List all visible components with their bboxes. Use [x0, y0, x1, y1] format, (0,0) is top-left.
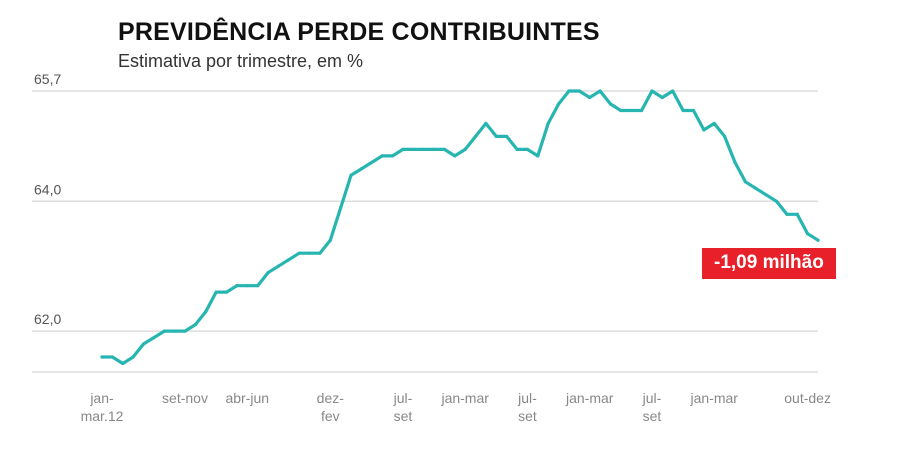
data-point [691, 108, 696, 113]
data-point [494, 134, 498, 139]
data-point [401, 147, 405, 151]
data-point [785, 212, 789, 216]
x-tick-label: jan-mar [440, 390, 489, 406]
data-point [297, 251, 301, 255]
x-tick-label: jul-set [393, 390, 413, 424]
data-point [390, 154, 395, 158]
data-point [193, 322, 197, 327]
data-point [349, 173, 353, 177]
gridlines [32, 90, 818, 373]
data-point [245, 284, 249, 288]
y-tick-label: 65,7 [34, 71, 61, 87]
data-point [774, 199, 779, 203]
series-line [100, 89, 820, 366]
data-point [556, 102, 561, 106]
data-point [204, 310, 208, 314]
data-point [577, 89, 581, 93]
data-point [567, 89, 571, 93]
data-point [712, 121, 716, 126]
data-point [224, 290, 229, 294]
data-point [131, 355, 135, 359]
data-point [681, 108, 685, 113]
chart-subtitle: Estimativa por trimestre, em % [118, 51, 364, 71]
data-point [442, 147, 447, 151]
data-point [608, 102, 613, 106]
data-point [453, 154, 457, 158]
x-tick-label: set-nov [162, 390, 208, 406]
data-point [515, 147, 519, 151]
data-point [754, 186, 758, 190]
data-point [484, 121, 488, 126]
data-point [235, 284, 239, 288]
data-point [328, 238, 332, 242]
data-point [525, 147, 530, 151]
data-point [339, 206, 343, 210]
data-point [650, 89, 654, 93]
data-point [422, 147, 426, 151]
data-point [546, 121, 550, 126]
data-point [795, 212, 799, 216]
data-point [619, 108, 623, 113]
data-point [743, 180, 747, 184]
data-point [463, 147, 467, 151]
x-tick-label: abr-jun [225, 390, 269, 406]
x-tick-label: jan-mar.12 [81, 390, 124, 424]
series [100, 89, 820, 366]
data-point [183, 329, 187, 333]
data-point [671, 89, 675, 93]
data-point [121, 361, 125, 366]
data-point [764, 193, 768, 197]
data-point [432, 147, 436, 151]
data-point [152, 335, 156, 340]
data-point [287, 258, 291, 262]
x-tick-label: out-dez [784, 390, 831, 406]
data-point [639, 108, 644, 113]
data-point [806, 232, 810, 236]
data-point [307, 251, 312, 255]
data-point [110, 355, 114, 359]
chart-title: PREVIDÊNCIA PERDE CONTRIBUINTES [118, 18, 600, 46]
data-point [214, 290, 218, 294]
loss-callout-badge: -1,09 milhão [702, 248, 836, 279]
data-point [723, 134, 727, 139]
x-tick-label: jan-mar [689, 390, 738, 406]
data-point [598, 89, 602, 93]
data-point [816, 238, 820, 242]
data-point [276, 264, 281, 268]
x-tick-label: jul-set [517, 390, 537, 424]
x-tick-label: jan-mar [565, 390, 614, 406]
x-axis-ticks: jan-mar.12 set-nov abr-jun dez-fev jul-set ja… [81, 390, 831, 424]
data-point [473, 134, 478, 139]
data-point [266, 271, 270, 275]
data-point [359, 167, 364, 171]
data-point [733, 160, 737, 164]
x-tick-label: jul-set [642, 390, 662, 424]
data-point [536, 154, 540, 158]
data-point [370, 160, 374, 164]
y-tick-label: 62,0 [34, 311, 61, 327]
y-tick-label: 64,0 [34, 181, 61, 197]
data-point [380, 154, 384, 158]
data-point [702, 128, 706, 132]
data-point [588, 95, 592, 100]
data-point [162, 329, 166, 333]
data-point [256, 284, 260, 288]
data-point [505, 134, 509, 139]
data-point [318, 251, 322, 255]
data-point [141, 342, 146, 346]
y-axis-ticks: 62,0 64,0 65,7 [34, 71, 61, 327]
data-point [100, 355, 104, 359]
data-point [629, 108, 633, 113]
data-point [660, 95, 664, 100]
data-point [411, 147, 415, 151]
data-point [173, 329, 177, 333]
x-tick-label: dez-fev [317, 390, 345, 424]
